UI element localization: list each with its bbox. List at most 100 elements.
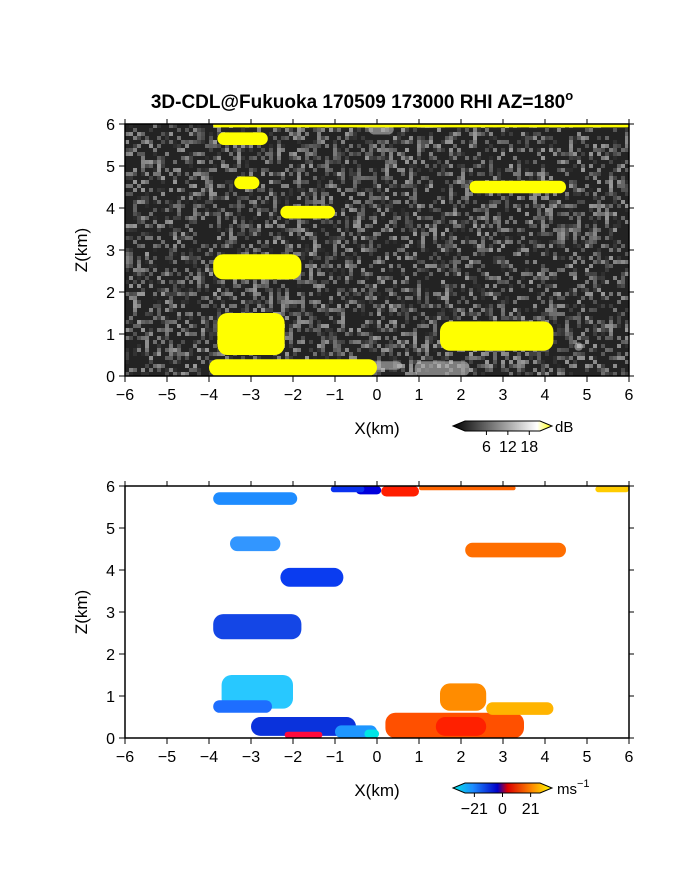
noise-cell [209, 196, 213, 200]
noise-cell [345, 224, 349, 228]
noise-cell [185, 332, 189, 336]
noise-cell [321, 228, 325, 232]
reflectivity-colorbar-bar [451, 420, 554, 432]
noise-cell [305, 252, 309, 256]
noise-cell [525, 132, 529, 136]
noise-cell [137, 260, 141, 264]
noise-cell [153, 208, 157, 212]
noise-cell [441, 236, 445, 240]
noise-cell [461, 152, 465, 156]
noise-cell [133, 228, 137, 232]
noise-cell [301, 128, 305, 132]
noise-cell [309, 200, 313, 204]
noise-cell [189, 152, 193, 156]
noise-cell [429, 180, 433, 184]
noise-cell [189, 260, 193, 264]
noise-cell [321, 340, 325, 344]
noise-cell [385, 300, 389, 304]
noise-cell [153, 264, 157, 268]
noise-cell [205, 244, 209, 248]
noise-cell [201, 152, 205, 156]
noise-cell [577, 316, 581, 320]
noise-cell [197, 372, 201, 376]
noise-cell [369, 200, 373, 204]
noise-cell [613, 244, 617, 248]
noise-cell [185, 224, 189, 228]
noise-cell [173, 252, 177, 256]
noise-cell [537, 216, 541, 220]
noise-cell [141, 180, 145, 184]
noise-cell [377, 156, 381, 160]
x-tick-label: 1 [415, 749, 424, 766]
velocity-echo-region [280, 567, 344, 587]
noise-cell [565, 292, 569, 296]
noise-cell [473, 208, 477, 212]
noise-cell [221, 148, 225, 152]
noise-cell [193, 256, 197, 260]
noise-cell [577, 336, 581, 340]
noise-cell [545, 172, 549, 176]
noise-cell [221, 284, 225, 288]
noise-cell [313, 316, 317, 320]
noise-cell [501, 128, 505, 132]
noise-cell [257, 128, 261, 132]
noise-cell [153, 296, 157, 300]
noise-cell [185, 260, 189, 264]
noise-cell [233, 288, 237, 292]
noise-cell [337, 184, 341, 188]
noise-cell [185, 312, 189, 316]
noise-cell [597, 236, 601, 240]
noise-cell [357, 212, 361, 216]
noise-cell [249, 300, 253, 304]
velocity-colorbar: ms−1 −21 0 21 [451, 778, 590, 818]
noise-cell [413, 204, 417, 208]
noise-cell [569, 308, 573, 312]
noise-cell [529, 220, 533, 224]
noise-cell [301, 256, 305, 260]
noise-cell [457, 164, 461, 168]
noise-cell [349, 232, 353, 236]
noise-cell [285, 292, 289, 296]
noise-cell [137, 132, 141, 136]
noise-cell [593, 224, 597, 228]
noise-cell [289, 336, 293, 340]
noise-cell [137, 136, 141, 140]
noise-cell [425, 344, 429, 348]
noise-cell [325, 232, 329, 236]
noise-cell [433, 240, 437, 244]
noise-cell [377, 292, 381, 296]
noise-cell [297, 292, 301, 296]
noise-cell [489, 312, 493, 316]
noise-cell [485, 224, 489, 228]
noise-cell [557, 128, 561, 132]
noise-cell [545, 252, 549, 256]
noise-cell [401, 184, 405, 188]
noise-cell [533, 260, 537, 264]
noise-cell [209, 212, 213, 216]
noise-cell [569, 180, 573, 184]
noise-cell [181, 148, 185, 152]
noise-cell [461, 140, 465, 144]
noise-cell [345, 132, 349, 136]
noise-cell [609, 324, 613, 328]
noise-cell [369, 252, 373, 256]
noise-cell [129, 276, 133, 280]
noise-cell [373, 144, 377, 148]
noise-cell [165, 320, 169, 324]
noise-cell [205, 304, 209, 308]
noise-cell [325, 260, 329, 264]
noise-cell [625, 260, 629, 264]
noise-cell [601, 196, 605, 200]
noise-cell [277, 160, 281, 164]
noise-cell [257, 292, 261, 296]
noise-cell [393, 292, 397, 296]
noise-cell [129, 248, 133, 252]
noise-cell [269, 144, 273, 148]
noise-cell [217, 280, 221, 284]
noise-cell [221, 252, 225, 256]
noise-cell [325, 328, 329, 332]
noise-cell [217, 236, 221, 240]
noise-cell [585, 176, 589, 180]
reflectivity-y-label: Z(km) [72, 228, 91, 272]
noise-cell [269, 252, 273, 256]
